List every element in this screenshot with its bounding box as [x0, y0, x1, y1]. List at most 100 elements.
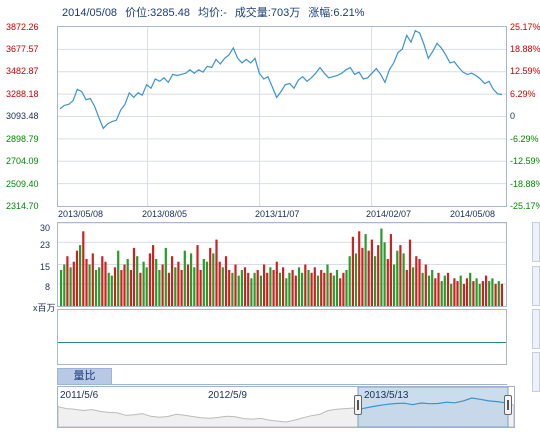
- price-tick-2: 3482.87: [6, 66, 39, 76]
- volume-bar: [380, 228, 383, 306]
- volume-bar: [459, 275, 462, 306]
- price-tick-6: 2704.09: [6, 156, 39, 166]
- volume-bar: [361, 247, 364, 306]
- volume-bar: [218, 261, 221, 306]
- volume-bar: [72, 261, 75, 306]
- volume-bar: [500, 283, 503, 306]
- volume-bar: [177, 261, 180, 306]
- volume-bar: [228, 270, 231, 306]
- volume-bar: [104, 261, 107, 306]
- side-button-volume[interactable]: [532, 266, 540, 306]
- volume-bar: [101, 256, 104, 306]
- volume-bar: [288, 272, 291, 306]
- date-label-3: 2014/02/07: [366, 209, 412, 219]
- quote-date: 2014/05/08: [62, 7, 118, 19]
- date-label-4: 2014/05/08: [450, 209, 496, 219]
- volume-bar: [472, 281, 475, 306]
- volume-bar: [247, 272, 250, 306]
- price-panel[interactable]: [57, 26, 507, 207]
- side-button-indicator[interactable]: [532, 309, 540, 349]
- volume-bar: [396, 250, 399, 306]
- volume-bar: [158, 270, 161, 306]
- volume-bar: [367, 250, 370, 306]
- volume-bar: [256, 270, 259, 306]
- volume-bar: [339, 278, 342, 306]
- volume-bar: [123, 264, 126, 306]
- volume-bar: [345, 270, 348, 306]
- volume-bar: [98, 267, 101, 306]
- volume-bar: [389, 234, 392, 306]
- volume-bar: [494, 283, 497, 306]
- volume-bar: [320, 270, 323, 306]
- volume-bar: [469, 272, 472, 306]
- range-handle-left[interactable]: [354, 395, 362, 415]
- volume-bar: [386, 259, 389, 306]
- vol-tick-8: 8: [45, 282, 51, 292]
- volume-bar: [364, 234, 367, 306]
- volume-bar: [291, 270, 294, 306]
- volume-bar: [152, 245, 155, 306]
- volume-bar: [326, 264, 329, 306]
- volume-bar: [110, 275, 113, 306]
- volume-bar: [167, 272, 170, 306]
- volume-bar: [282, 267, 285, 306]
- volume-panel[interactable]: [57, 222, 507, 307]
- volume-bar: [342, 272, 345, 306]
- volume-bar: [142, 261, 145, 306]
- volume-bar: [275, 261, 278, 306]
- volume-bar: [456, 281, 459, 306]
- indicator-panel[interactable]: [57, 309, 507, 365]
- volume-bar: [60, 270, 63, 306]
- nav-label-1: 2012/5/9: [208, 390, 247, 401]
- tab-volume-ratio[interactable]: 量比: [57, 368, 112, 385]
- quote-price: 价位:3285.48: [125, 7, 190, 19]
- volume-bar: [91, 253, 94, 306]
- price-line: [59, 29, 503, 130]
- volume-bar: [113, 267, 117, 306]
- quote-avg: 均价:-: [198, 7, 227, 19]
- volume-bar: [402, 253, 405, 306]
- volume-bar: [148, 253, 151, 306]
- volume-bar: [278, 272, 281, 306]
- volume-bar: [231, 272, 234, 306]
- volume-bar: [82, 231, 85, 306]
- volume-bar: [107, 272, 110, 306]
- volume-bar: [434, 278, 437, 306]
- volume-bar: [313, 267, 316, 306]
- price-tick-0: 3872.26: [6, 22, 39, 32]
- volume-bar: [465, 278, 469, 306]
- quote-header: 2014/05/08 价位:3285.48 均价:- 成交量:703万 涨幅:6…: [62, 4, 370, 20]
- volume-bar: [431, 270, 434, 306]
- volume-bar: [215, 239, 218, 306]
- volume-bar: [139, 272, 142, 306]
- volume-bar: [221, 267, 224, 306]
- price-tick-4: 3093.48: [6, 111, 39, 121]
- range-handle-right[interactable]: [504, 395, 512, 415]
- volume-bar: [183, 250, 186, 306]
- side-button-nav[interactable]: [532, 352, 540, 392]
- volume-bar: [377, 245, 380, 306]
- volume-bar: [351, 236, 354, 306]
- nav-label-2: 2013/5/13: [364, 390, 409, 401]
- volume-bar: [88, 264, 91, 306]
- volume-bar: [269, 267, 272, 306]
- volume-bar: [323, 272, 326, 306]
- volume-bar: [234, 264, 237, 306]
- volume-bar: [497, 281, 500, 306]
- volume-bar: [408, 239, 412, 306]
- price-tick-3: 3288.18: [6, 89, 39, 99]
- volume-bar: [174, 267, 177, 306]
- date-label-2: 2013/11/07: [255, 209, 300, 219]
- volume-bar: [488, 281, 491, 306]
- pct-tick-3: 6.29%: [510, 89, 536, 99]
- volume-bar: [186, 264, 190, 306]
- volume-bar: [190, 253, 193, 306]
- range-navigator[interactable]: 2011/5/6 2012/5/9 2013/5/13: [57, 386, 515, 428]
- volume-bar: [94, 270, 98, 306]
- volume-bar: [266, 272, 269, 306]
- volume-bar: [301, 272, 304, 306]
- volume-bar: [79, 245, 82, 306]
- volume-bar: [481, 281, 484, 306]
- side-button-price[interactable]: [532, 222, 540, 262]
- volume-bar: [199, 270, 202, 306]
